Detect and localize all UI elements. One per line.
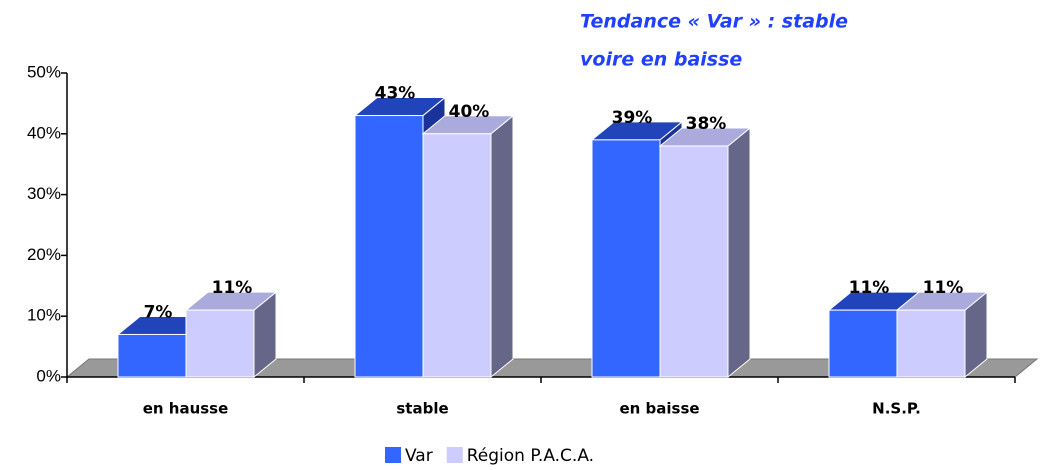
legend-label: Var [405, 446, 433, 466]
y-tick-label: 40% [27, 123, 61, 142]
y-tick-label: 50% [27, 62, 61, 81]
bar [185, 309, 255, 378]
value-label: 11% [923, 278, 964, 298]
value-label: 40% [449, 102, 490, 122]
legend-label: Région P.A.C.A. [467, 446, 594, 466]
legend-swatch [385, 447, 401, 463]
bar [659, 145, 729, 378]
legend-swatch [446, 447, 463, 463]
annotation: Tendance « Var » : stable [580, 11, 848, 33]
bar-side [727, 126, 751, 379]
y-tick-label: 10% [27, 306, 61, 325]
value-label: 11% [212, 278, 253, 298]
value-label: 39% [612, 108, 653, 128]
x-tick-label: N.S.P. [872, 400, 921, 418]
bar [354, 115, 424, 378]
value-label: 11% [849, 278, 890, 298]
bar [422, 133, 492, 378]
y-tick-label: 20% [27, 245, 61, 264]
bar [591, 139, 661, 378]
value-label: 7% [144, 302, 173, 322]
y-tick-label: 0% [36, 366, 61, 385]
annotation: voire en baisse [580, 49, 742, 71]
x-tick-label: stable [396, 400, 448, 418]
x-tick-label: en hausse [143, 400, 229, 418]
bar [828, 309, 898, 378]
bar-side [490, 114, 514, 379]
value-label: 38% [686, 114, 727, 134]
y-tick-label: 30% [27, 184, 61, 203]
bar [896, 309, 966, 378]
value-label: 43% [375, 84, 416, 104]
x-tick-label: en baisse [619, 400, 699, 418]
bar [117, 333, 187, 378]
